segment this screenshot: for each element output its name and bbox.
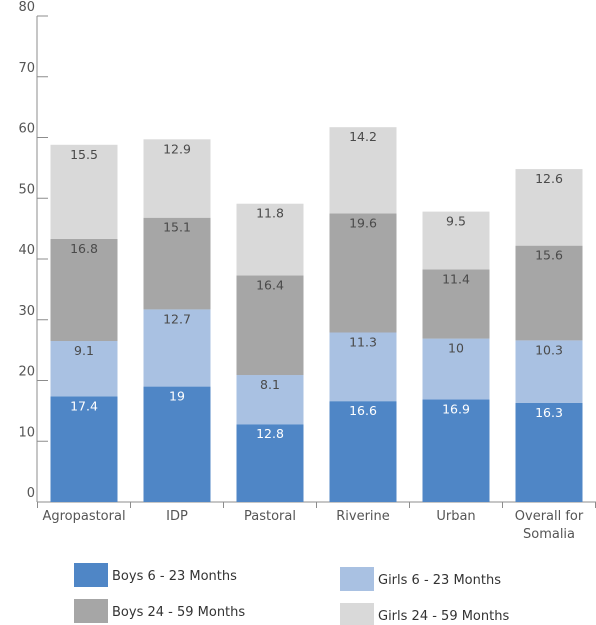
legend-swatch-girls-24-59-months [340,603,374,625]
data-label: 11.3 [349,335,377,350]
bar-segment-boys-24-59-months [422,269,490,339]
legend-label: Girls 6 - 23 Months [378,573,501,588]
category-label: Urban [436,509,475,524]
bar-segment-boys-24-59-months [515,245,583,341]
data-label: 9.1 [74,343,94,358]
category-label: IDP [166,509,188,524]
data-label: 12.7 [163,311,191,326]
axes: 0 10 20 30 40 50 60 70 80 [18,0,596,508]
y-tick-label: 70 [18,61,35,76]
data-label: 10 [448,341,464,356]
category-label: Riverine [336,509,390,524]
data-label: 14.2 [349,129,377,144]
y-tick-label: 60 [18,122,35,137]
data-label: 19.6 [349,215,377,230]
data-label: 10.3 [535,342,563,357]
data-label: 11.8 [256,206,284,221]
bar-segment-girls-24-59-months [236,203,304,276]
data-label: 12.8 [256,426,284,441]
bar-segment-girls-6-23-months [329,332,397,402]
data-label: 11.4 [442,271,470,286]
y-tick-label: 40 [18,243,35,258]
bar-segment-girls-6-23-months [50,341,118,397]
data-label: 16.8 [70,241,98,256]
legend: Boys 6 - 23 Months Girls 6 - 23 Months Boy… [74,563,509,625]
legend-label: Boys 24 - 59 Months [112,605,245,620]
bar-segment-boys-6-23-months [236,424,304,502]
bar-segment-boys-24-59-months [236,275,304,376]
category-labels: Agropastoral IDP Pastoral Riverine Urban Over… [42,509,583,542]
y-tick-label: 30 [18,304,35,319]
data-label: 8.1 [260,377,280,392]
y-tick-label: 20 [18,365,35,380]
bar-segment-boys-24-59-months [143,217,211,310]
bar-segment-girls-24-59-months [422,211,490,270]
bars [50,127,583,502]
legend-swatch-boys-6-23-months [74,563,108,587]
bar-segment-boys-6-23-months [50,396,118,502]
y-tick-label: 10 [18,425,35,440]
data-label: 16.9 [442,401,470,416]
data-label: 17.4 [70,398,98,413]
data-label: 15.1 [163,220,191,235]
data-labels: 17.4 9.1 16.8 15.5 19 12.7 15.1 12.9 12.8 8.1 16.4… [70,129,563,441]
legend-swatch-girls-6-23-months [340,567,374,591]
data-label: 16.6 [349,403,377,418]
bar-segment-girls-6-23-months [143,309,211,387]
bar-segment-girls-24-59-months [50,144,118,239]
bar-segment-girls-6-23-months [422,338,490,400]
bar-segment-boys-6-23-months [329,401,397,502]
data-label: 15.6 [535,248,563,263]
data-label: 12.9 [163,141,191,156]
bar-segment-girls-6-23-months [236,375,304,425]
bar-segment-boys-6-23-months [422,399,490,502]
data-label: 16.4 [256,277,284,292]
data-label: 15.5 [70,147,98,162]
category-label: Agropastoral [42,509,125,524]
y-tick-label: 50 [18,182,35,197]
legend-swatch-boys-24-59-months [74,599,108,623]
bar-segment-girls-24-59-months [143,139,211,218]
y-tick-label: 80 [18,0,35,15]
bar-segment-girls-24-59-months [329,127,397,214]
bar-segment-girls-24-59-months [515,169,583,246]
legend-label: Girls 24 - 59 Months [378,609,509,624]
category-label: Overall for [515,509,584,524]
bar-segment-boys-24-59-months [50,238,118,342]
category-label: Pastoral [244,509,296,524]
legend-label: Boys 6 - 23 Months [112,569,237,584]
data-label: 19 [169,389,185,404]
bar-segment-boys-6-23-months [143,386,211,502]
bar-segment-boys-6-23-months [515,402,583,502]
data-label: 16.3 [535,405,563,420]
y-tick-label: 0 [27,486,35,501]
bar-segment-boys-24-59-months [329,213,397,333]
category-label: Somalia [523,527,575,542]
data-label: 9.5 [446,214,466,229]
bar-segment-girls-6-23-months [515,340,583,403]
data-label: 12.6 [535,171,563,186]
